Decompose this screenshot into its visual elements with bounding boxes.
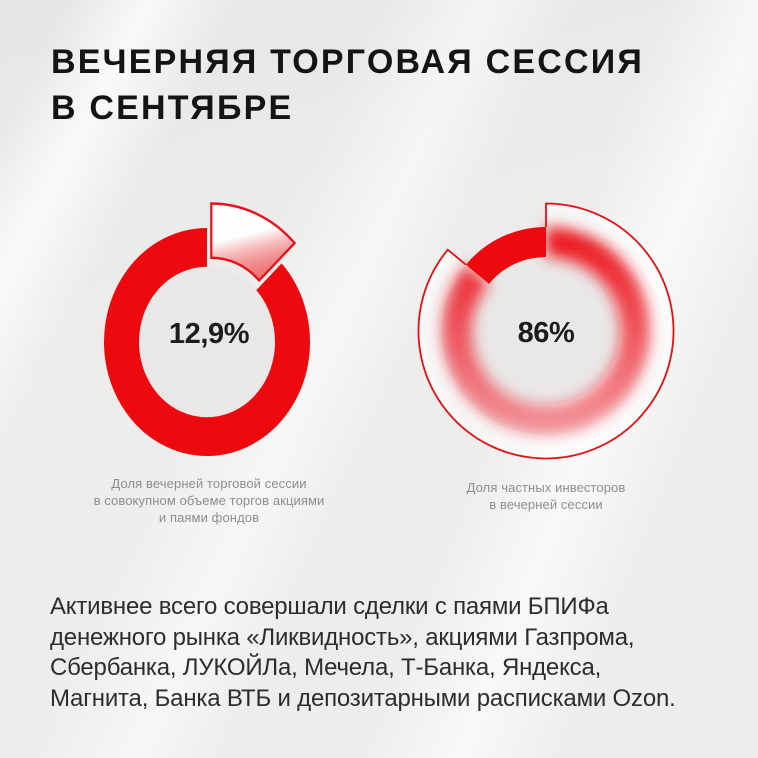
donut-exploded-slice-12-9 <box>210 202 297 283</box>
page-title-line-2: В СЕНТЯБРЕ <box>51 89 294 127</box>
footer-summary-text: Активнее всего совершали сделки с паями … <box>50 592 730 714</box>
donut-chart-evening-session-share <box>104 202 310 457</box>
caption-line: в вечерней сессии <box>489 497 603 512</box>
donut-chart-private-investors-share <box>417 202 675 460</box>
caption-private-investors-share: Доля частных инвесторов в вечерней сесси… <box>424 479 668 513</box>
page-title: ВЕЧЕРНЯЯ ТОРГОВАЯ СЕССИЯ В СЕНТЯБРЕ <box>51 39 644 131</box>
footer-line: Сбербанка, ЛУКОЙЛа, Мечела, Т-Банка, Янд… <box>50 654 602 681</box>
donut-ring-majority-segment <box>104 227 310 457</box>
caption-evening-session-share: Доля вечерней торговой сессии в совокупн… <box>77 475 341 526</box>
page-title-line-1: ВЕЧЕРНЯЯ ТОРГОВАЯ СЕССИЯ <box>51 43 644 81</box>
donut-hole <box>139 266 275 418</box>
footer-line: Магнита, Банка ВТБ и депозитарными распи… <box>50 684 676 712</box>
outlined-arc-stroke-86 <box>417 202 675 460</box>
donut-center-value-right: 86% <box>517 317 575 349</box>
caption-line: Доля вечерней торговой сессии <box>111 476 307 491</box>
caption-line: Доля частных инвесторов <box>466 480 626 495</box>
footer-line: денежного рынка «Ликвидность», акциями Г… <box>50 623 635 651</box>
donut-center-value-left: 12,9% <box>168 318 250 350</box>
blurred-ring-segment-86 <box>442 227 650 435</box>
solid-wedge-remainder-14 <box>465 227 546 284</box>
donut-hole <box>472 257 620 405</box>
caption-line: в совокупном объеме торгов акциями <box>93 493 325 508</box>
caption-line: и паями фондов <box>158 510 260 525</box>
footer-line: Активнее всего совершали сделки с паями … <box>50 593 609 620</box>
